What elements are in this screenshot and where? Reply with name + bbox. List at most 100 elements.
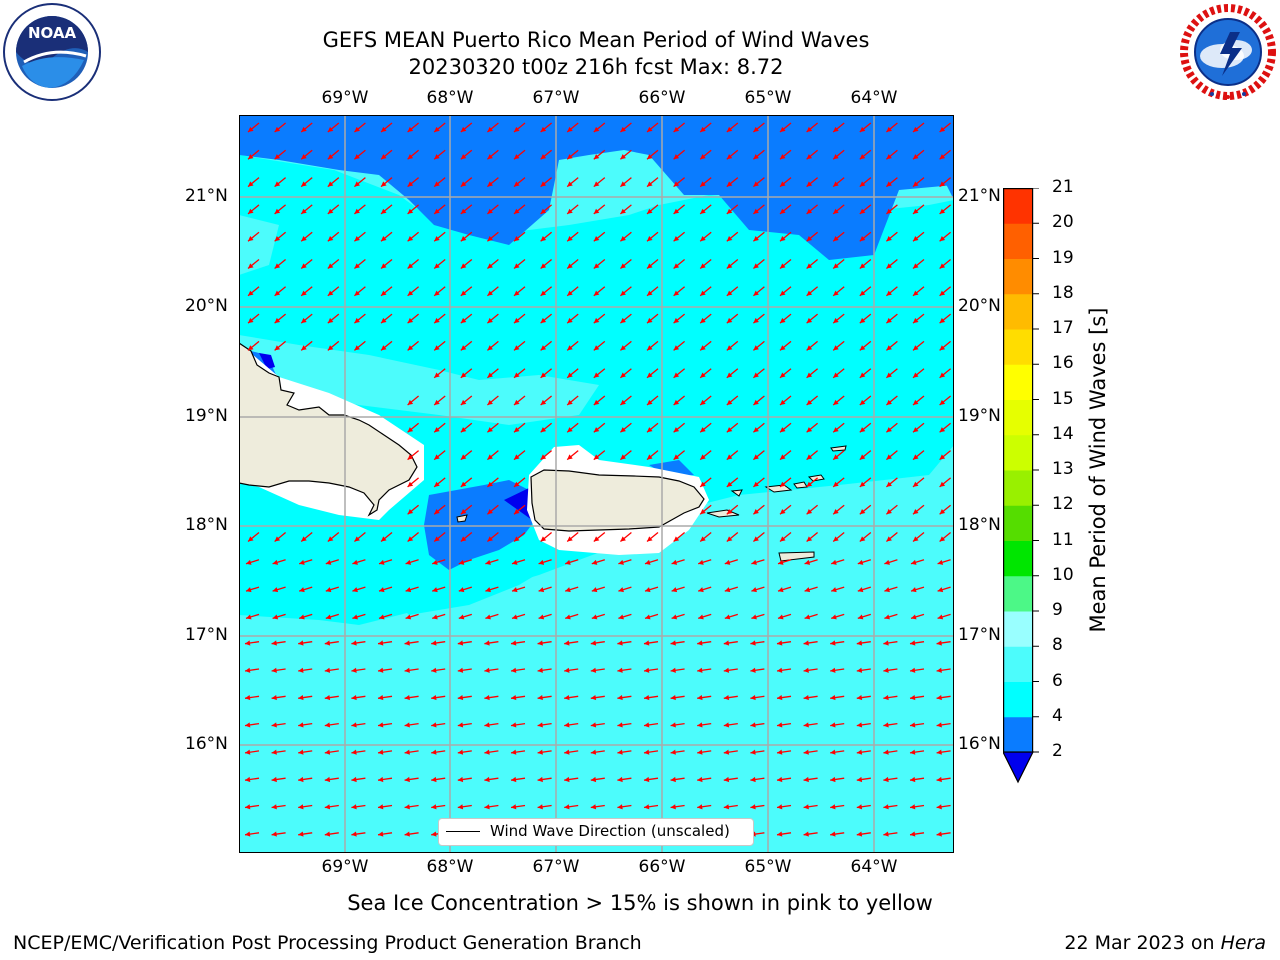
wave-direction-arrow	[566, 286, 579, 297]
wave-direction-arrow	[274, 204, 287, 215]
wave-direction-arrow	[590, 667, 605, 673]
wave-direction-arrow	[433, 204, 446, 215]
wave-direction-arrow	[643, 776, 659, 783]
wave-direction-arrow	[380, 313, 393, 324]
wave-direction-arrow	[751, 586, 765, 593]
wave-direction-arrow	[726, 340, 739, 351]
wave-direction-arrow	[540, 422, 553, 433]
wave-direction-arrow	[697, 804, 712, 810]
wave-direction-arrow	[300, 231, 313, 242]
wave-direction-arrow	[885, 422, 898, 433]
wave-direction-arrow	[300, 286, 313, 297]
wave-direction-arrow	[619, 313, 632, 324]
wave-direction-arrow	[779, 149, 792, 160]
colorbar-canvas	[1002, 187, 1039, 784]
wave-direction-arrow	[274, 258, 287, 270]
wave-direction-arrow	[404, 667, 419, 673]
wave-direction-arrow	[380, 122, 393, 133]
wave-direction-arrow	[352, 586, 366, 593]
wave-direction-arrow	[593, 340, 606, 351]
wave-direction-arrow	[698, 586, 712, 593]
wave-direction-arrow	[830, 776, 845, 783]
wave-direction-arrow	[540, 395, 553, 406]
wave-direction-arrow	[431, 749, 446, 755]
wave-direction-arrow	[247, 340, 260, 351]
wave-direction-arrow	[299, 586, 313, 593]
wave-direction-arrow	[377, 667, 393, 673]
wave-direction-arrow	[247, 258, 260, 270]
wave-direction-arrow	[803, 776, 818, 783]
wave-direction-arrow	[353, 204, 366, 215]
wave-direction-arrow	[936, 667, 951, 673]
wave-direction-arrow	[909, 831, 925, 837]
footer-left: NCEP/EMC/Verification Post Processing Pr…	[13, 932, 642, 954]
wave-direction-arrow	[540, 177, 553, 188]
wave-direction-arrow	[432, 559, 446, 565]
wave-direction-arrow	[832, 122, 845, 133]
wave-direction-arrow	[458, 586, 472, 593]
wave-direction-arrow	[380, 204, 393, 215]
wave-direction-arrow	[859, 231, 872, 242]
wave-direction-arrow	[324, 804, 339, 810]
wave-direction-arrow	[300, 531, 313, 543]
wave-direction-arrow	[433, 177, 446, 188]
wave-direction-arrow	[699, 258, 712, 270]
wave-direction-arrow	[460, 477, 473, 488]
wave-direction-arrow	[912, 258, 925, 270]
wave-direction-arrow	[776, 667, 792, 673]
wave-direction-arrow	[513, 177, 526, 188]
wave-direction-arrow	[884, 559, 898, 565]
colorbar-tick-label: 14	[1052, 423, 1074, 444]
wave-direction-arrow	[407, 504, 420, 515]
wave-direction-arrow	[407, 531, 420, 543]
wave-direction-arrow	[513, 149, 526, 160]
wave-direction-arrow	[513, 122, 526, 133]
wave-direction-arrow	[806, 368, 819, 379]
wave-direction-arrow	[433, 340, 446, 351]
wave-direction-arrow	[327, 531, 340, 543]
wave-direction-arrow	[936, 776, 951, 783]
wave-direction-arrow	[431, 640, 446, 646]
wave-direction-arrow	[593, 422, 606, 433]
wave-direction-arrow	[274, 149, 287, 160]
wave-direction-arrow	[247, 313, 260, 324]
colorbar-segment	[1003, 646, 1033, 682]
wave-direction-arrow	[885, 258, 898, 270]
wave-direction-arrow	[407, 177, 420, 188]
wave-direction-arrow	[644, 559, 659, 565]
lon-label-bottom: 68°W	[426, 857, 474, 877]
wave-direction-arrow	[566, 313, 579, 324]
wave-direction-arrow	[909, 722, 925, 728]
wave-direction-arrow	[939, 450, 952, 461]
wave-direction-arrow	[510, 722, 526, 728]
wave-direction-arrow	[859, 258, 872, 270]
wave-direction-arrow	[510, 640, 526, 646]
wave-direction-arrow	[697, 667, 712, 673]
wave-direction-arrow	[619, 531, 632, 543]
wave-direction-arrow	[643, 695, 659, 701]
wave-direction-arrow	[831, 613, 845, 620]
wave-direction-arrow	[779, 340, 792, 351]
wave-direction-arrow	[699, 286, 712, 297]
wave-direction-arrow	[724, 613, 738, 620]
wave-direction-arrow	[460, 231, 473, 242]
wave-direction-arrow	[699, 422, 712, 433]
wave-direction-arrow	[909, 640, 925, 646]
wave-direction-arrow	[593, 177, 606, 188]
footer-right: 22 Mar 2023 on Hera	[1064, 932, 1266, 954]
wave-direction-arrow	[673, 395, 686, 406]
wave-direction-arrow	[432, 613, 446, 620]
wave-direction-arrow	[883, 804, 898, 810]
wave-direction-arrow	[673, 450, 686, 461]
wave-direction-arrow	[726, 531, 739, 543]
lon-label-bottom: 69°W	[321, 857, 369, 877]
wave-direction-arrow	[407, 313, 420, 324]
wave-direction-arrow	[832, 395, 845, 406]
wave-direction-arrow	[723, 695, 738, 701]
wave-direction-arrow	[619, 258, 632, 270]
wave-direction-arrow	[593, 122, 606, 133]
wave-direction-arrow	[779, 122, 792, 133]
wave-direction-arrow	[698, 613, 712, 620]
wave-direction-arrow	[885, 231, 898, 242]
wave-direction-arrow	[752, 504, 765, 515]
